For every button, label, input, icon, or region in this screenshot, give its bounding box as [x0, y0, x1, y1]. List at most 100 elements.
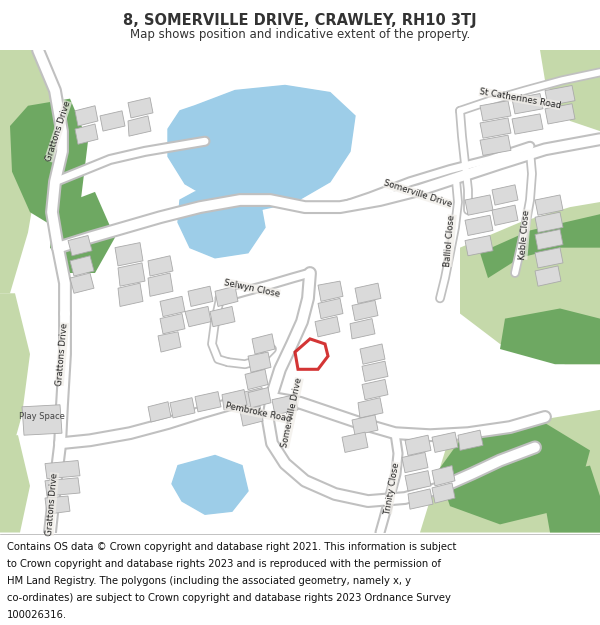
Polygon shape — [45, 478, 80, 496]
Polygon shape — [75, 106, 98, 126]
Polygon shape — [242, 388, 265, 408]
Polygon shape — [465, 215, 493, 236]
Polygon shape — [118, 283, 143, 306]
Polygon shape — [148, 402, 171, 422]
Polygon shape — [492, 205, 518, 226]
Polygon shape — [70, 273, 94, 293]
Polygon shape — [70, 256, 94, 276]
Polygon shape — [248, 352, 271, 372]
Text: to Crown copyright and database rights 2023 and is reproduced with the permissio: to Crown copyright and database rights 2… — [7, 559, 441, 569]
Polygon shape — [535, 266, 561, 286]
Polygon shape — [512, 114, 543, 134]
Polygon shape — [405, 435, 431, 456]
Polygon shape — [240, 406, 263, 426]
Polygon shape — [540, 50, 600, 131]
Polygon shape — [68, 236, 92, 256]
Polygon shape — [215, 286, 238, 306]
Polygon shape — [188, 286, 213, 306]
Text: Pembroke Road: Pembroke Road — [224, 401, 292, 424]
Polygon shape — [432, 483, 455, 503]
Polygon shape — [480, 135, 511, 156]
Text: Grattons Drive: Grattons Drive — [45, 472, 59, 536]
Polygon shape — [535, 195, 563, 215]
Polygon shape — [512, 94, 543, 114]
Polygon shape — [458, 430, 483, 451]
Polygon shape — [352, 301, 378, 321]
Polygon shape — [160, 314, 185, 334]
Polygon shape — [195, 392, 221, 412]
Polygon shape — [100, 111, 125, 131]
Polygon shape — [408, 489, 433, 509]
Polygon shape — [492, 185, 518, 205]
Text: Play Space: Play Space — [19, 412, 65, 421]
Polygon shape — [465, 195, 493, 215]
Polygon shape — [342, 432, 368, 452]
Text: Map shows position and indicative extent of the property.: Map shows position and indicative extent… — [130, 28, 470, 41]
Polygon shape — [248, 388, 271, 408]
Text: 100026316.: 100026316. — [7, 610, 67, 620]
Polygon shape — [210, 306, 235, 327]
Polygon shape — [362, 361, 388, 381]
Polygon shape — [362, 379, 388, 400]
Polygon shape — [148, 273, 173, 296]
Polygon shape — [45, 461, 80, 479]
Text: Contains OS data © Crown copyright and database right 2021. This information is : Contains OS data © Crown copyright and d… — [7, 542, 457, 552]
Text: Grattons Drive: Grattons Drive — [44, 99, 72, 162]
Text: co-ordinates) are subject to Crown copyright and database rights 2023 Ordnance S: co-ordinates) are subject to Crown copyr… — [7, 593, 451, 603]
Polygon shape — [460, 202, 600, 364]
Polygon shape — [0, 50, 55, 293]
Polygon shape — [420, 410, 600, 532]
Polygon shape — [500, 309, 600, 364]
Polygon shape — [160, 296, 185, 317]
Polygon shape — [352, 415, 378, 435]
Polygon shape — [350, 319, 375, 339]
Polygon shape — [45, 496, 70, 514]
Polygon shape — [432, 466, 455, 486]
Polygon shape — [480, 214, 600, 278]
Polygon shape — [545, 86, 575, 106]
Polygon shape — [178, 187, 265, 258]
Text: Trinity Close: Trinity Close — [383, 461, 401, 514]
Text: 8, SOMERVILLE DRIVE, CRAWLEY, RH10 3TJ: 8, SOMERVILLE DRIVE, CRAWLEY, RH10 3TJ — [123, 12, 477, 28]
Polygon shape — [170, 398, 195, 418]
Polygon shape — [438, 420, 590, 524]
Text: St Catherines Road: St Catherines Road — [478, 87, 562, 110]
Polygon shape — [75, 124, 98, 144]
Polygon shape — [405, 471, 431, 491]
Polygon shape — [172, 456, 248, 514]
Text: Somerville Drive: Somerville Drive — [383, 179, 454, 209]
Polygon shape — [148, 256, 173, 276]
Polygon shape — [0, 435, 30, 532]
Polygon shape — [50, 192, 115, 273]
Polygon shape — [318, 298, 343, 319]
Polygon shape — [318, 281, 343, 301]
Polygon shape — [360, 344, 385, 364]
Polygon shape — [158, 332, 181, 352]
Polygon shape — [535, 212, 563, 232]
Text: Keble Close: Keble Close — [518, 209, 532, 260]
Polygon shape — [402, 452, 428, 472]
Polygon shape — [272, 394, 298, 415]
Polygon shape — [432, 432, 458, 452]
Polygon shape — [545, 104, 575, 124]
Polygon shape — [480, 101, 511, 121]
Polygon shape — [10, 99, 88, 228]
Text: Selwyn Close: Selwyn Close — [223, 278, 281, 299]
Polygon shape — [115, 242, 143, 266]
Polygon shape — [315, 317, 340, 337]
Polygon shape — [358, 398, 383, 418]
Polygon shape — [128, 116, 151, 136]
Polygon shape — [535, 248, 563, 268]
Polygon shape — [168, 86, 355, 210]
Polygon shape — [22, 405, 62, 435]
Text: HM Land Registry. The polygons (including the associated geometry, namely x, y: HM Land Registry. The polygons (includin… — [7, 576, 411, 586]
Polygon shape — [185, 306, 211, 327]
Text: Somerville Drive: Somerville Drive — [280, 377, 304, 449]
Polygon shape — [128, 98, 153, 118]
Polygon shape — [480, 118, 511, 138]
Polygon shape — [118, 263, 145, 286]
Polygon shape — [295, 339, 328, 369]
Polygon shape — [465, 236, 493, 256]
Polygon shape — [540, 466, 600, 532]
Polygon shape — [355, 283, 381, 303]
